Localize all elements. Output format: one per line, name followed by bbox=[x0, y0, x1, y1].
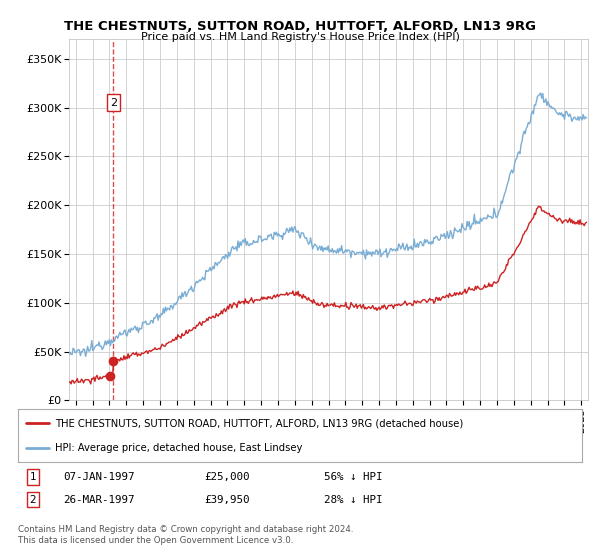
Text: THE CHESTNUTS, SUTTON ROAD, HUTTOFT, ALFORD, LN13 9RG: THE CHESTNUTS, SUTTON ROAD, HUTTOFT, ALF… bbox=[64, 20, 536, 32]
Text: 1: 1 bbox=[29, 472, 37, 482]
Text: THE CHESTNUTS, SUTTON ROAD, HUTTOFT, ALFORD, LN13 9RG (detached house): THE CHESTNUTS, SUTTON ROAD, HUTTOFT, ALF… bbox=[55, 418, 463, 428]
Text: 56% ↓ HPI: 56% ↓ HPI bbox=[324, 472, 383, 482]
Text: Contains HM Land Registry data © Crown copyright and database right 2024.
This d: Contains HM Land Registry data © Crown c… bbox=[18, 525, 353, 545]
Text: £39,950: £39,950 bbox=[204, 494, 250, 505]
Text: 2: 2 bbox=[29, 494, 37, 505]
Text: 2: 2 bbox=[110, 97, 117, 108]
Text: 28% ↓ HPI: 28% ↓ HPI bbox=[324, 494, 383, 505]
Text: £25,000: £25,000 bbox=[204, 472, 250, 482]
Text: 26-MAR-1997: 26-MAR-1997 bbox=[63, 494, 134, 505]
Text: HPI: Average price, detached house, East Lindsey: HPI: Average price, detached house, East… bbox=[55, 442, 302, 452]
Text: 07-JAN-1997: 07-JAN-1997 bbox=[63, 472, 134, 482]
Text: Price paid vs. HM Land Registry's House Price Index (HPI): Price paid vs. HM Land Registry's House … bbox=[140, 32, 460, 43]
